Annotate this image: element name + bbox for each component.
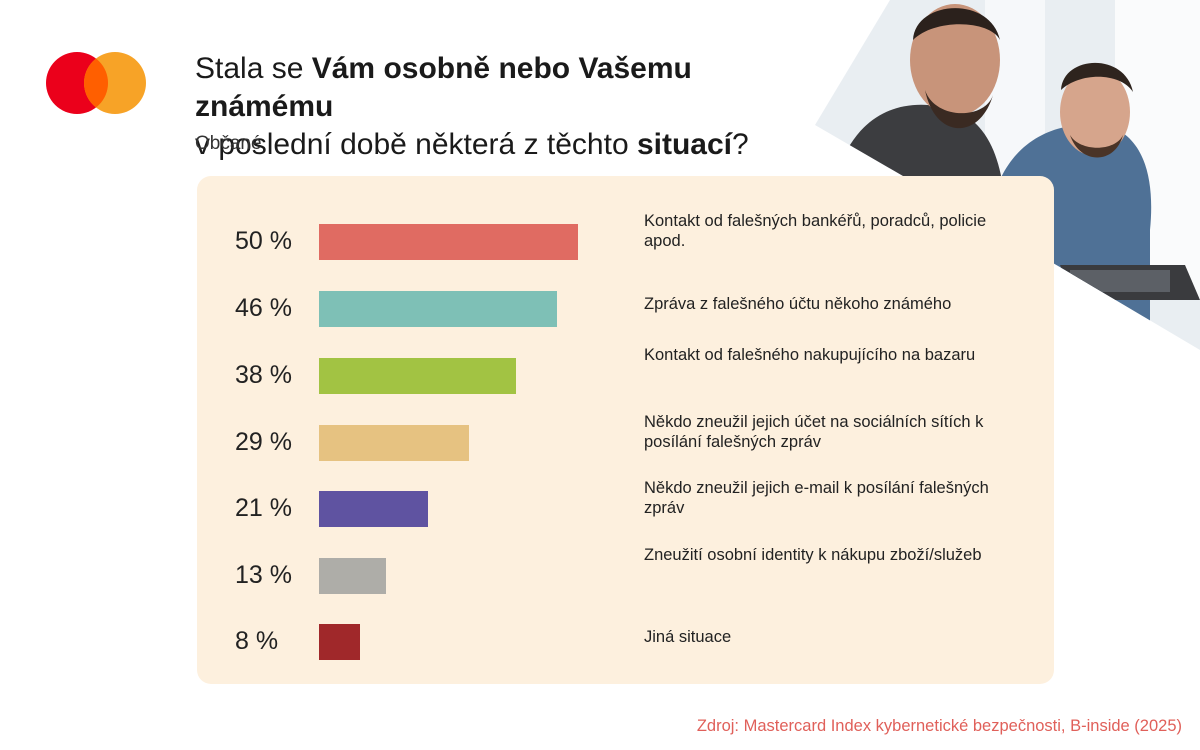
- category-label: Někdo zneužil jejich účet na sociálních …: [644, 413, 984, 451]
- title-part: Vám osobně nebo Vašemu známému: [195, 52, 692, 123]
- bar-row: 46 % Zpráva z falešného účtu někoho známé…: [197, 280, 1054, 340]
- bar-row: 13 % Zneužití osobní identity k nákupu zb…: [197, 546, 1054, 607]
- category-label: Kontakt od falešného nakupujícího na baz…: [644, 346, 976, 364]
- bar: [319, 624, 361, 660]
- bar-row: 29 % Někdo zneužil jejich účet na sociáln…: [197, 413, 1054, 474]
- value-label: 50 %: [235, 227, 292, 255]
- value-label: 29 %: [235, 428, 292, 456]
- value-label: 38 %: [235, 361, 292, 389]
- bar-row: 8 % Jiná situace: [197, 613, 1054, 673]
- bar: [319, 291, 557, 327]
- value-label: 8 %: [235, 627, 279, 655]
- bar: [319, 224, 578, 260]
- bar-row: 50 % Kontakt od falešných bankéřů, poradc…: [197, 212, 1054, 273]
- chart-title: Stala se Vám osobně nebo Vašemu známému v…: [195, 50, 835, 164]
- value-label: 46 %: [235, 294, 292, 322]
- chart-subtitle: Občané: [195, 133, 262, 154]
- logo-overlap: [84, 52, 108, 114]
- title-part: Stala se: [195, 52, 312, 85]
- bar-row: 21 % Někdo zneužil jejich e-mail k posílá…: [197, 479, 1054, 540]
- category-label: Někdo zneužil jejich e-mail k posílání f…: [644, 479, 989, 517]
- mastercard-logo: [46, 52, 146, 116]
- value-label: 13 %: [235, 561, 292, 589]
- category-label: Jiná situace: [644, 628, 732, 646]
- bar: [319, 425, 469, 461]
- value-label: 21 %: [235, 494, 292, 522]
- category-label: Zpráva z falešného účtu někoho známého: [644, 295, 952, 313]
- title-part: v poslední době některá z těchto: [195, 128, 637, 161]
- title-part: ?: [732, 128, 749, 161]
- bar: [319, 558, 387, 594]
- bar: [319, 358, 516, 394]
- category-label: Zneužití osobní identity k nákupu zboží/…: [644, 546, 982, 564]
- bar-row: 38 % Kontakt od falešného nakupujícího na…: [197, 346, 1054, 407]
- bar: [319, 491, 428, 527]
- title-part: situací: [636, 128, 733, 161]
- source-note: Zdroj: Mastercard Index kybernetické bez…: [696, 717, 1182, 735]
- chart-panel: 50 % Kontakt od falešných bankéřů, poradc…: [197, 176, 1054, 684]
- category-label: Kontakt od falešných bankéřů, poradců, p…: [644, 212, 987, 250]
